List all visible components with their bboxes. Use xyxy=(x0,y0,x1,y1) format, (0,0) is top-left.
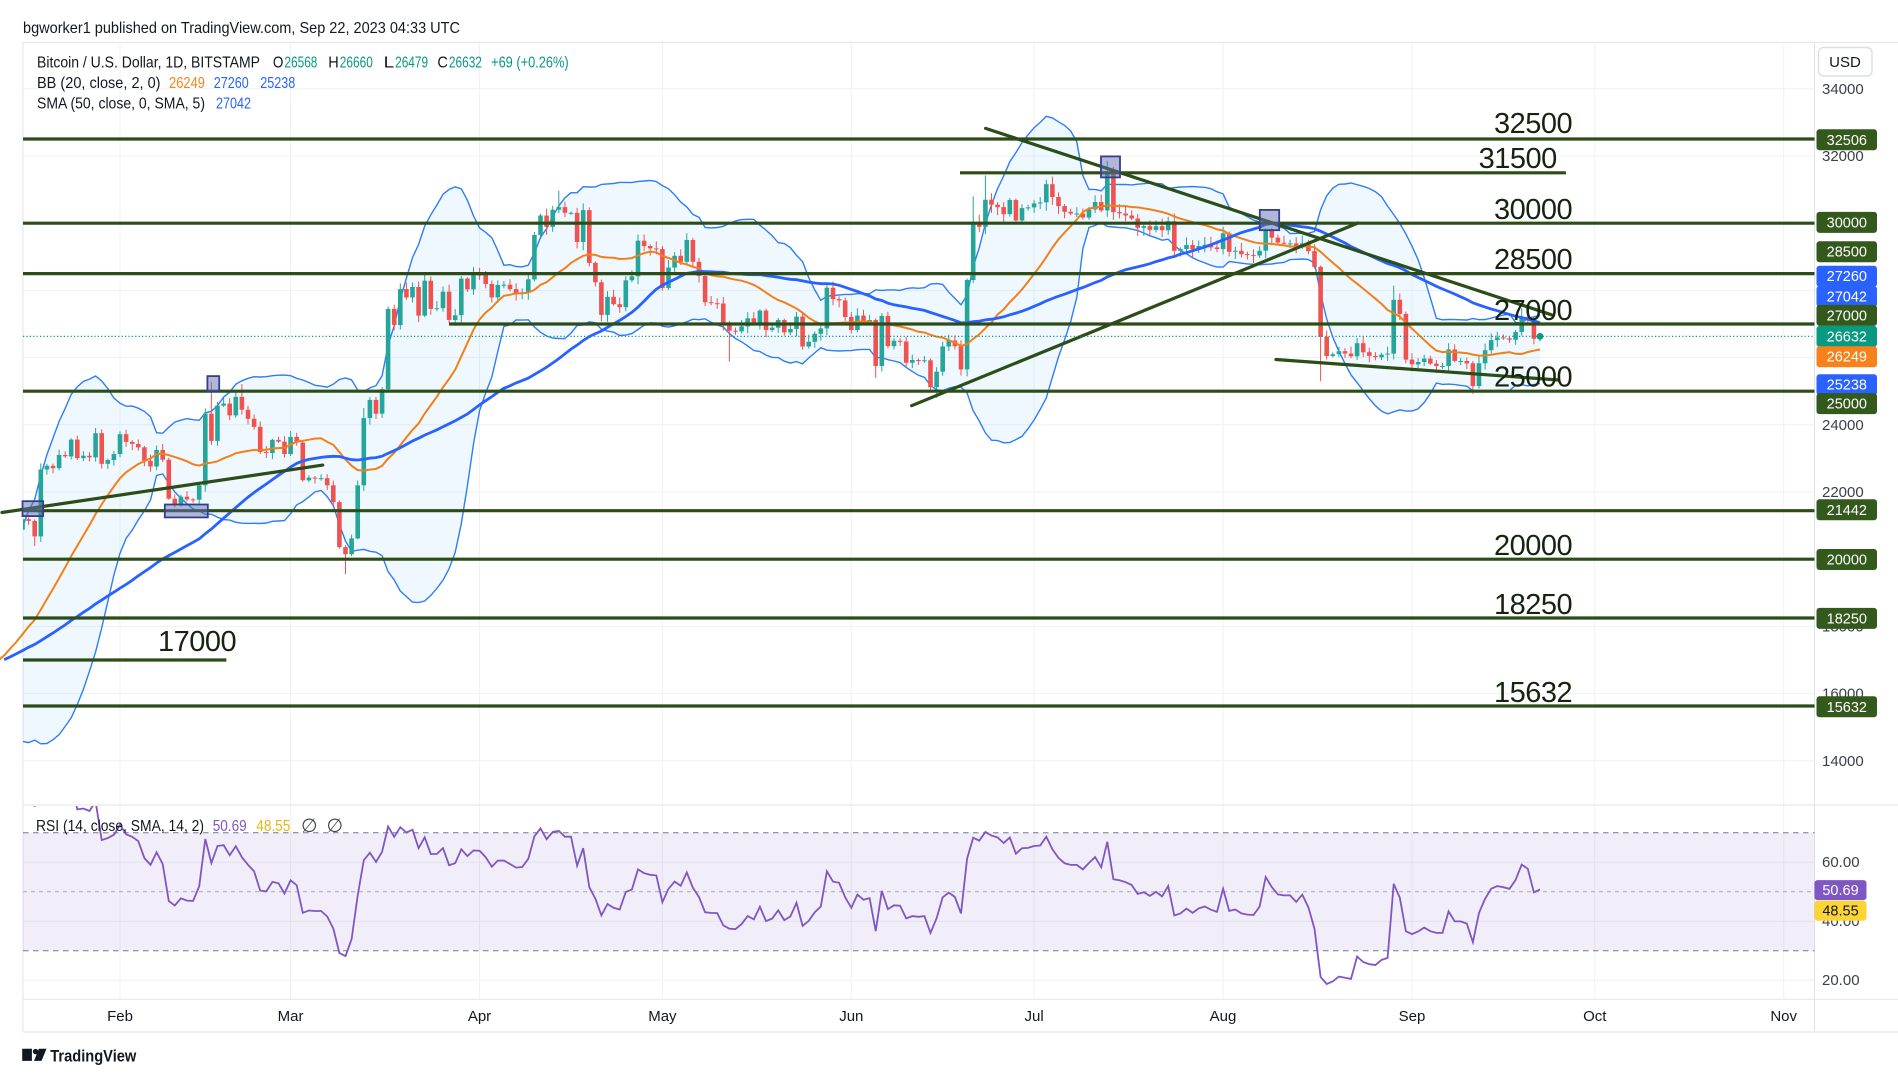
svg-text:25000: 25000 xyxy=(1827,397,1867,413)
svg-text:26568: 26568 xyxy=(284,55,317,72)
svg-text:21442: 21442 xyxy=(1827,503,1867,519)
svg-text:20000: 20000 xyxy=(1827,553,1867,569)
svg-text:15632: 15632 xyxy=(1827,700,1867,716)
svg-text:22000: 22000 xyxy=(1822,484,1864,501)
svg-text:Apr: Apr xyxy=(468,1008,491,1025)
svg-text:32506: 32506 xyxy=(1827,133,1867,149)
svg-text:25238: 25238 xyxy=(260,75,295,92)
svg-text:Oct: Oct xyxy=(1583,1008,1607,1025)
svg-text:L: L xyxy=(384,55,395,72)
svg-text:25000: 25000 xyxy=(1494,362,1572,394)
svg-text:May: May xyxy=(648,1008,677,1025)
svg-text:20.00: 20.00 xyxy=(1822,972,1860,989)
svg-text:18250: 18250 xyxy=(1827,611,1867,627)
svg-text:26632: 26632 xyxy=(449,55,482,72)
svg-text:27000: 27000 xyxy=(1827,308,1867,324)
svg-text:18250: 18250 xyxy=(1494,589,1572,621)
svg-text:26249: 26249 xyxy=(1827,350,1867,366)
svg-text:31500: 31500 xyxy=(1479,143,1557,175)
svg-text:26632: 26632 xyxy=(1827,329,1867,345)
svg-text:Jun: Jun xyxy=(839,1008,863,1025)
svg-text:48.55: 48.55 xyxy=(256,818,290,835)
svg-text:50.69: 50.69 xyxy=(213,818,247,835)
svg-text:27260: 27260 xyxy=(214,75,249,92)
svg-text:SMA (50, close, 0, SMA, 5): SMA (50, close, 0, SMA, 5) xyxy=(37,96,205,113)
svg-text:34000: 34000 xyxy=(1822,81,1864,98)
svg-text:Jul: Jul xyxy=(1025,1008,1044,1025)
svg-text:Mar: Mar xyxy=(278,1008,304,1025)
svg-text:15632: 15632 xyxy=(1494,677,1572,709)
svg-text:Feb: Feb xyxy=(107,1008,133,1025)
svg-text:RSI (14, close, SMA, 14, 2): RSI (14, close, SMA, 14, 2) xyxy=(36,818,204,835)
svg-text:26660: 26660 xyxy=(340,55,373,72)
svg-text:24000: 24000 xyxy=(1822,417,1864,434)
svg-text:Aug: Aug xyxy=(1210,1008,1237,1025)
svg-text:60.00: 60.00 xyxy=(1822,854,1860,871)
svg-text:27260: 27260 xyxy=(1827,269,1867,285)
svg-text:∅: ∅ xyxy=(327,816,344,837)
svg-text:20000: 20000 xyxy=(1494,530,1572,562)
svg-text:30000: 30000 xyxy=(1494,194,1572,226)
svg-text:25238: 25238 xyxy=(1827,378,1867,394)
svg-text:32500: 32500 xyxy=(1494,108,1572,140)
svg-text:27042: 27042 xyxy=(1827,290,1867,306)
svg-text:H: H xyxy=(328,55,339,72)
svg-text:TradingView: TradingView xyxy=(50,1048,136,1066)
svg-text:26479: 26479 xyxy=(395,55,428,72)
svg-text:50.69: 50.69 xyxy=(1822,883,1858,899)
svg-text:14000: 14000 xyxy=(1822,753,1864,770)
svg-text:Bitcoin / U.S. Dollar, 1D, BIT: Bitcoin / U.S. Dollar, 1D, BITSTAMP xyxy=(37,55,260,72)
svg-text:bgworker1 published on Trading: bgworker1 published on TradingView.com, … xyxy=(23,20,460,37)
svg-text:Sep: Sep xyxy=(1399,1008,1426,1025)
svg-text:26249: 26249 xyxy=(169,75,205,92)
svg-text:30000: 30000 xyxy=(1827,215,1867,231)
svg-text:32000: 32000 xyxy=(1822,148,1864,165)
svg-text:27000: 27000 xyxy=(1494,295,1572,327)
svg-text:27042: 27042 xyxy=(216,96,251,113)
svg-text:17000: 17000 xyxy=(158,626,236,658)
svg-text:O: O xyxy=(273,55,284,72)
svg-text:∅: ∅ xyxy=(301,816,318,837)
svg-text:48.55: 48.55 xyxy=(1822,904,1858,920)
svg-text:Nov: Nov xyxy=(1770,1008,1797,1025)
svg-text:C: C xyxy=(437,55,448,72)
svg-text:USD: USD xyxy=(1829,54,1861,71)
svg-text:28500: 28500 xyxy=(1494,244,1572,276)
svg-text:28500: 28500 xyxy=(1827,245,1867,261)
svg-text:BB (20, close, 2, 0): BB (20, close, 2, 0) xyxy=(37,75,161,92)
svg-text:+69 (+0.26%): +69 (+0.26%) xyxy=(491,55,568,72)
